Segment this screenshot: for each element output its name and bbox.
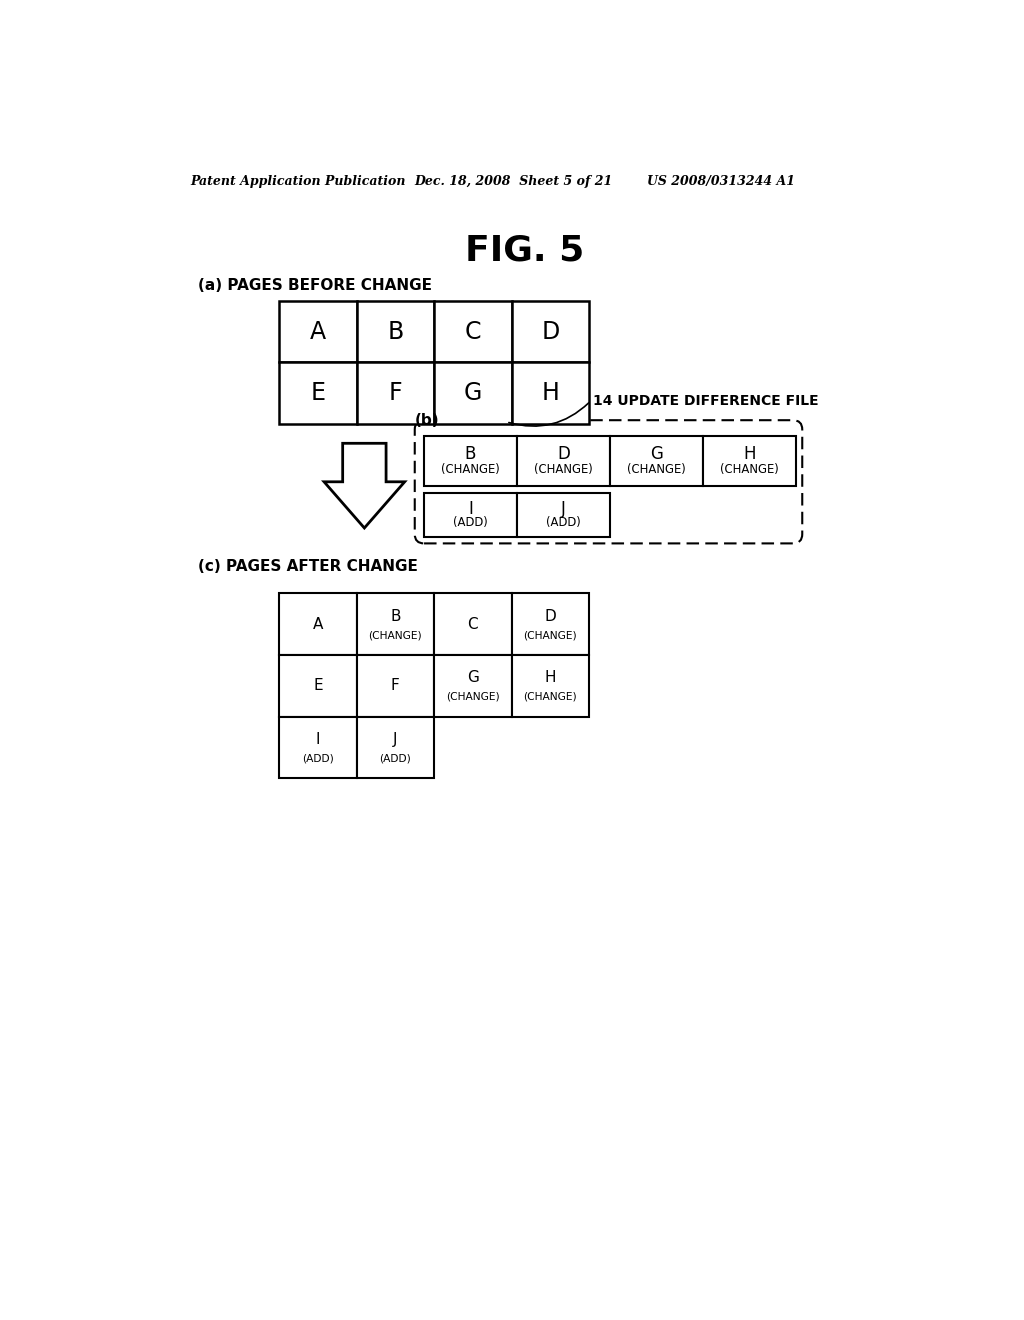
Bar — [280, 717, 356, 779]
Bar — [703, 436, 796, 486]
Text: (CHANGE): (CHANGE) — [441, 463, 500, 477]
Bar — [356, 301, 434, 363]
Text: 14 UPDATE DIFFERENCE FILE: 14 UPDATE DIFFERENCE FILE — [593, 393, 818, 408]
Text: (b): (b) — [415, 413, 439, 428]
Bar — [356, 655, 434, 717]
Text: B: B — [390, 609, 400, 624]
Text: H: H — [743, 445, 756, 463]
Text: G: G — [464, 381, 482, 405]
Text: H: H — [545, 671, 556, 685]
Text: (ADD): (ADD) — [380, 754, 412, 763]
Text: I: I — [468, 500, 473, 519]
Text: (CHANGE): (CHANGE) — [535, 463, 593, 477]
Text: FIG. 5: FIG. 5 — [465, 234, 585, 268]
Text: (CHANGE): (CHANGE) — [523, 692, 578, 702]
Text: (CHANGE): (CHANGE) — [627, 463, 686, 477]
Bar — [280, 594, 356, 655]
Text: (ADD): (ADD) — [302, 754, 334, 763]
Text: (CHANGE): (CHANGE) — [369, 631, 422, 640]
Text: A: A — [310, 319, 326, 343]
Text: E: E — [313, 678, 323, 693]
Text: (c) PAGES AFTER CHANGE: (c) PAGES AFTER CHANGE — [198, 558, 418, 574]
Bar — [280, 301, 356, 363]
Text: (CHANGE): (CHANGE) — [446, 692, 500, 702]
Text: B: B — [387, 319, 403, 343]
Polygon shape — [324, 444, 404, 528]
Bar — [356, 594, 434, 655]
Text: D: D — [545, 609, 556, 624]
Text: C: C — [465, 319, 481, 343]
Bar — [424, 436, 517, 486]
Text: G: G — [467, 671, 479, 685]
Text: Dec. 18, 2008  Sheet 5 of 21: Dec. 18, 2008 Sheet 5 of 21 — [415, 176, 613, 187]
Bar — [356, 363, 434, 424]
Bar — [356, 717, 434, 779]
Text: (CHANGE): (CHANGE) — [523, 631, 578, 640]
Text: E: E — [310, 381, 326, 405]
Text: F: F — [391, 678, 399, 693]
Text: B: B — [465, 445, 476, 463]
Text: J: J — [561, 500, 566, 519]
Bar — [434, 594, 512, 655]
Bar — [610, 436, 703, 486]
Text: J: J — [393, 733, 397, 747]
Bar — [434, 655, 512, 717]
Bar — [517, 492, 610, 537]
Text: (CHANGE): (CHANGE) — [720, 463, 779, 477]
Text: A: A — [312, 616, 323, 632]
Bar — [512, 594, 589, 655]
FancyBboxPatch shape — [415, 420, 802, 544]
Text: D: D — [542, 319, 559, 343]
Bar — [512, 301, 589, 363]
Bar — [280, 363, 356, 424]
Text: US 2008/0313244 A1: US 2008/0313244 A1 — [647, 176, 796, 187]
Text: F: F — [388, 381, 402, 405]
Text: C: C — [468, 616, 478, 632]
Bar — [434, 301, 512, 363]
Text: H: H — [542, 381, 559, 405]
Bar — [434, 363, 512, 424]
Text: (ADD): (ADD) — [454, 516, 487, 529]
Bar — [517, 436, 610, 486]
Text: G: G — [650, 445, 663, 463]
Bar — [424, 492, 517, 537]
Bar — [280, 655, 356, 717]
Text: (a) PAGES BEFORE CHANGE: (a) PAGES BEFORE CHANGE — [198, 279, 432, 293]
Text: Patent Application Publication: Patent Application Publication — [190, 176, 406, 187]
Bar — [512, 655, 589, 717]
Text: I: I — [315, 733, 321, 747]
Bar — [512, 363, 589, 424]
Text: D: D — [557, 445, 570, 463]
Text: (ADD): (ADD) — [546, 516, 581, 529]
